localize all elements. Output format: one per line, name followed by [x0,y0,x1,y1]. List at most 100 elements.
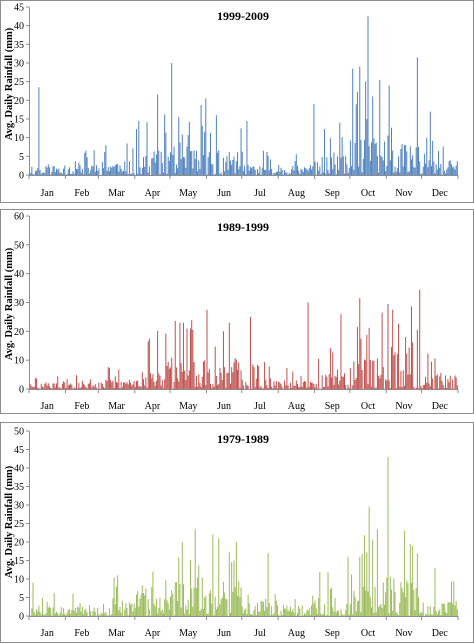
rainfall-bar [191,588,193,616]
rainfall-bar [224,367,226,389]
rainfall-bar [455,377,457,389]
rainfall-bar [208,152,210,175]
rainfall-bar [121,600,123,616]
rainfall-bar [68,609,70,616]
rainfall-bar [67,609,69,616]
rainfall-bar [374,143,376,175]
rainfall-bar [210,383,211,389]
rainfall-bar [221,379,223,389]
rainfall-bar [299,386,301,389]
rainfall-bar [138,606,140,616]
rainfall-bar [145,377,147,389]
rainfall-bar [172,594,174,616]
rainfall-bar [413,386,415,389]
rainfall-bar [304,613,306,616]
rainfall-bar [232,159,234,175]
rainfall-bar [333,384,335,389]
rainfall-bar [306,387,308,389]
rainfall-bar [232,591,234,616]
rainfall-bar [218,150,220,175]
rainfall-bar [414,610,416,616]
rainfall-bar [351,574,353,616]
rainfall-bar [352,385,354,389]
rainfall-bar [184,157,186,175]
rainfall-bar [366,119,368,175]
rainfall-bar [98,382,100,389]
rainfall-bar [435,375,437,389]
month-label: Aug [288,401,305,412]
rainfall-bar [315,608,317,616]
rainfall-bar [57,613,59,616]
rainfall-bar [418,388,420,389]
rainfall-bar [402,592,404,616]
rainfall-bar [66,174,68,175]
rainfall-bar [255,378,257,389]
rainfall-bar [159,174,161,175]
y-tick-label: 50 [14,427,24,438]
rainfall-bar [165,579,167,616]
rainfall-bar [418,597,420,616]
y-tick-label: 40 [14,21,24,32]
rainfall-bar [299,608,301,616]
rainfall-bar [233,560,235,616]
rainfall-bar [300,168,302,175]
rainfall-bar [202,608,204,616]
rainfall-bar [91,387,93,389]
rainfall-bar [170,152,172,175]
rainfall-bar [383,141,385,175]
rainfall-bar [220,372,222,389]
rainfall-bar [356,601,358,616]
rainfall-bar [311,605,313,616]
rainfall-bar [140,386,142,389]
rainfall-bar [396,613,398,616]
rainfall-bar [244,165,246,175]
rainfall-bar [171,590,173,616]
rainfall-bar [376,358,378,389]
rainfall-bar [253,367,255,389]
rainfall-bar [139,167,141,175]
rainfall-bar [202,361,204,389]
rainfall-bar [241,606,243,616]
rainfall-bar [123,170,125,175]
rainfall-bar [391,347,393,389]
rainfall-bar [153,151,155,175]
rainfall-bar [228,152,230,175]
rainfall-bar [455,165,457,175]
rainfall-bar [86,612,88,616]
rainfall-bar [120,612,122,616]
rainfall-bar [332,607,334,616]
rainfall-bar [400,582,402,616]
rainfall-bar [279,382,281,389]
rainfall-bar [106,380,108,389]
rainfall-bar [385,171,387,175]
rainfall-bar [262,150,264,175]
rainfall-bar [394,592,396,616]
rainfall-bar [438,611,440,616]
rainfall-bar [358,364,360,389]
rainfall-bar [181,542,183,616]
rainfall-bar [399,172,401,175]
rainfall-bar [385,592,387,616]
rainfall-bar [117,382,119,389]
rainfall-bar [422,166,424,175]
rainfall-bar [274,173,276,175]
rainfall-bar [251,614,253,616]
rainfall-bar [288,610,290,616]
rainfall-bar [86,388,88,389]
rainfall-bar [266,607,268,616]
rainfall-bar [79,165,81,175]
rainfall-bar [378,172,380,175]
rainfall-bar [117,575,119,616]
month-label: Sep [325,401,340,412]
rainfall-bar [40,173,42,175]
y-axis-label: Avg. Daily Rainfall (mm) [4,247,15,360]
rainfall-bar [257,364,259,389]
rainfall-bar [217,606,219,616]
rainfall-bar [34,377,36,389]
rainfall-bar [306,609,308,616]
rainfall-bar [286,367,288,389]
rainfall-bar [120,381,122,389]
rainfall-bar [312,166,314,175]
month-label: Mar [108,188,125,199]
rainfall-bar [170,596,172,616]
